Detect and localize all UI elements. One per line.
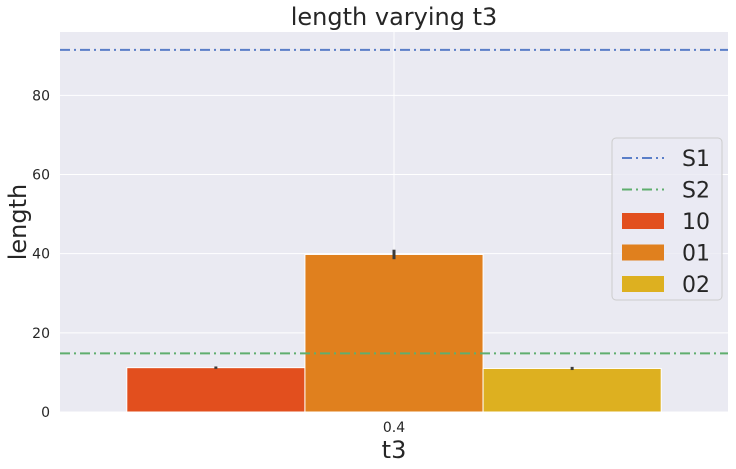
y-tick-label: 60 — [32, 168, 50, 184]
legend-items: S1 S2 10 01 02 — [622, 147, 710, 298]
y-tick-labels: 0 20 40 60 80 — [32, 88, 50, 421]
bar-01 — [304, 253, 484, 413]
y-tick-label: 20 — [32, 326, 50, 342]
x-axis-label: t3 — [382, 436, 407, 464]
legend-label-S2: S2 — [682, 179, 710, 204]
error-bar-layer — [214, 249, 574, 371]
y-axis-label: length — [4, 184, 32, 261]
legend-swatch-10 — [622, 213, 664, 229]
legend-label-02: 02 — [682, 273, 710, 298]
y-tick-label: 40 — [32, 247, 50, 263]
reference-line-layer — [60, 48, 728, 355]
x-tick-labels: 0.4 — [383, 420, 405, 436]
legend-label-S1: S1 — [682, 147, 710, 172]
legend: S1 S2 10 01 02 — [611, 137, 723, 301]
bar-layer — [126, 253, 662, 413]
x-tick-label: 0.4 — [383, 420, 405, 436]
bar-02 — [482, 367, 662, 413]
y-tick-label: 80 — [32, 88, 50, 104]
legend-label-01: 01 — [682, 242, 710, 267]
legend-swatch-02 — [622, 276, 664, 292]
bar-10 — [126, 367, 306, 413]
legend-label-10: 10 — [682, 210, 710, 235]
legend-swatch-01 — [622, 244, 664, 261]
y-tick-label: 0 — [41, 405, 50, 421]
chart-title: length varying t3 — [291, 3, 498, 31]
